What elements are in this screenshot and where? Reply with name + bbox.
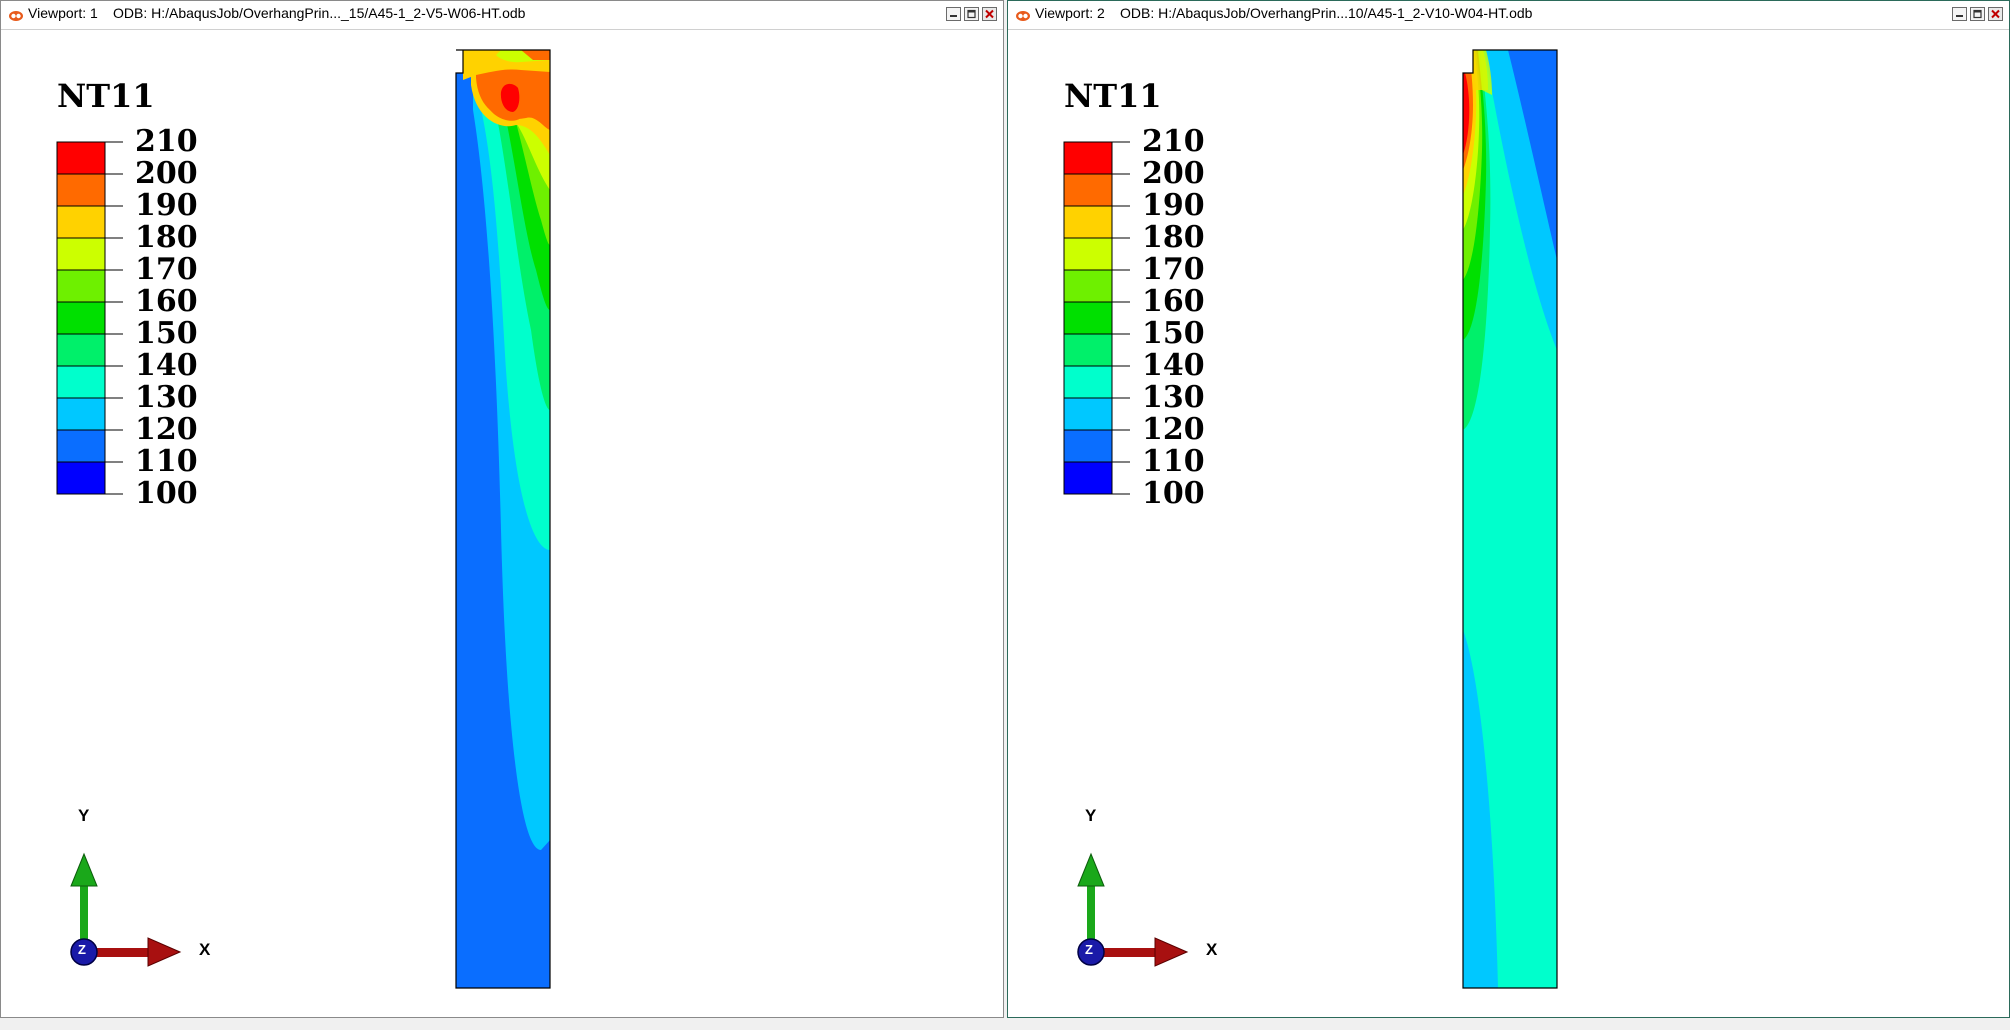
minimize-button[interactable] <box>946 7 961 21</box>
legend-label: 180 <box>1142 220 1205 255</box>
viewport-1[interactable]: Viewport: 1 ODB: H:/AbaqusJob/OverhangPr… <box>0 0 1004 1018</box>
contour-plot <box>1462 49 1558 989</box>
legend-label: 190 <box>135 188 198 223</box>
legend-title: NT11 <box>1064 77 1162 115</box>
legend-color-swatch <box>56 205 106 239</box>
legend-label: 190 <box>1142 188 1205 223</box>
legend-color-swatch <box>56 397 106 431</box>
legend-label: 150 <box>1142 316 1205 351</box>
color-legend <box>56 141 123 495</box>
legend-label: 150 <box>135 316 198 351</box>
legend-label: 200 <box>135 156 198 191</box>
legend-label: 160 <box>135 284 198 319</box>
legend-color-swatch <box>56 429 106 463</box>
legend-label: 110 <box>1142 444 1205 479</box>
legend-label: 210 <box>1142 124 1205 159</box>
axis-triad <box>70 852 182 967</box>
maximize-button[interactable] <box>1970 7 1985 21</box>
legend-color-swatch <box>1063 429 1113 463</box>
close-button[interactable] <box>982 7 997 21</box>
legend-label: 120 <box>135 412 198 447</box>
legend-color-swatch <box>1063 461 1113 495</box>
legend-color-swatch <box>1063 333 1113 367</box>
triad-x-label: X <box>199 940 211 959</box>
triad-x-label: X <box>1206 940 1218 959</box>
legend-color-swatch <box>1063 397 1113 431</box>
legend-title: NT11 <box>57 77 155 115</box>
legend-color-swatch <box>1063 141 1113 175</box>
viewport-1-canvas[interactable]: NT11 210 200 190 180 170 160 150 140 130 120 110 10… <box>1 30 1003 1017</box>
abaqus-viewport-icon <box>1016 11 1030 21</box>
legend-label: 140 <box>1142 348 1205 383</box>
close-button[interactable] <box>1988 7 2003 21</box>
legend-color-swatch <box>1063 205 1113 239</box>
legend-label: 210 <box>135 124 198 159</box>
legend-label: 200 <box>1142 156 1205 191</box>
viewport-title: Viewport: 2 <box>1035 5 1105 21</box>
viewport-2-titlebar[interactable]: Viewport: 2 ODB: H:/AbaqusJob/OverhangPr… <box>1008 1 2009 30</box>
maximize-button[interactable] <box>964 7 979 21</box>
contour-plot <box>455 49 551 989</box>
viewport-1-titlebar[interactable]: Viewport: 1 ODB: H:/AbaqusJob/OverhangPr… <box>1 1 1003 30</box>
legend-label: 100 <box>1142 476 1205 511</box>
abaqus-viewport-icon <box>9 11 23 21</box>
legend-color-swatch <box>56 141 106 175</box>
close-icon <box>1991 9 2000 19</box>
legend-label: 170 <box>135 252 198 287</box>
legend-label: 140 <box>135 348 198 383</box>
color-legend <box>1063 141 1130 495</box>
triad-z-label: Z <box>1085 942 1093 957</box>
legend-label: 100 <box>135 476 198 511</box>
legend-label: 120 <box>1142 412 1205 447</box>
legend-label: 110 <box>135 444 198 479</box>
maximize-icon <box>967 9 976 19</box>
viewport-2[interactable]: Viewport: 2 ODB: H:/AbaqusJob/OverhangPr… <box>1007 0 2010 1018</box>
legend-label: 130 <box>1142 380 1205 415</box>
minimize-button[interactable] <box>1952 7 1967 21</box>
legend-color-swatch <box>56 333 106 367</box>
legend-color-swatch <box>1063 301 1113 335</box>
odb-path: ODB: H:/AbaqusJob/OverhangPrin...10/A45-… <box>1120 5 1533 21</box>
axis-triad <box>1077 852 1189 967</box>
minimize-icon <box>950 15 957 17</box>
close-icon <box>985 9 994 19</box>
viewport-2-canvas[interactable]: NT11 210 200 190 180 170 160 150 140 130 120 110 10… <box>1008 30 2009 1017</box>
legend-label: 160 <box>1142 284 1205 319</box>
triad-y-label: Y <box>78 806 90 825</box>
maximize-icon <box>1973 9 1982 19</box>
legend-color-swatch <box>56 461 106 495</box>
legend-label: 180 <box>135 220 198 255</box>
triad-y-label: Y <box>1085 806 1097 825</box>
legend-color-swatch <box>56 269 106 303</box>
legend-label: 170 <box>1142 252 1205 287</box>
legend-label: 130 <box>135 380 198 415</box>
viewport-title: Viewport: 1 <box>28 5 98 21</box>
minimize-icon <box>1956 15 1963 17</box>
triad-z-label: Z <box>78 942 86 957</box>
odb-path: ODB: H:/AbaqusJob/OverhangPrin..._15/A45… <box>113 5 526 21</box>
